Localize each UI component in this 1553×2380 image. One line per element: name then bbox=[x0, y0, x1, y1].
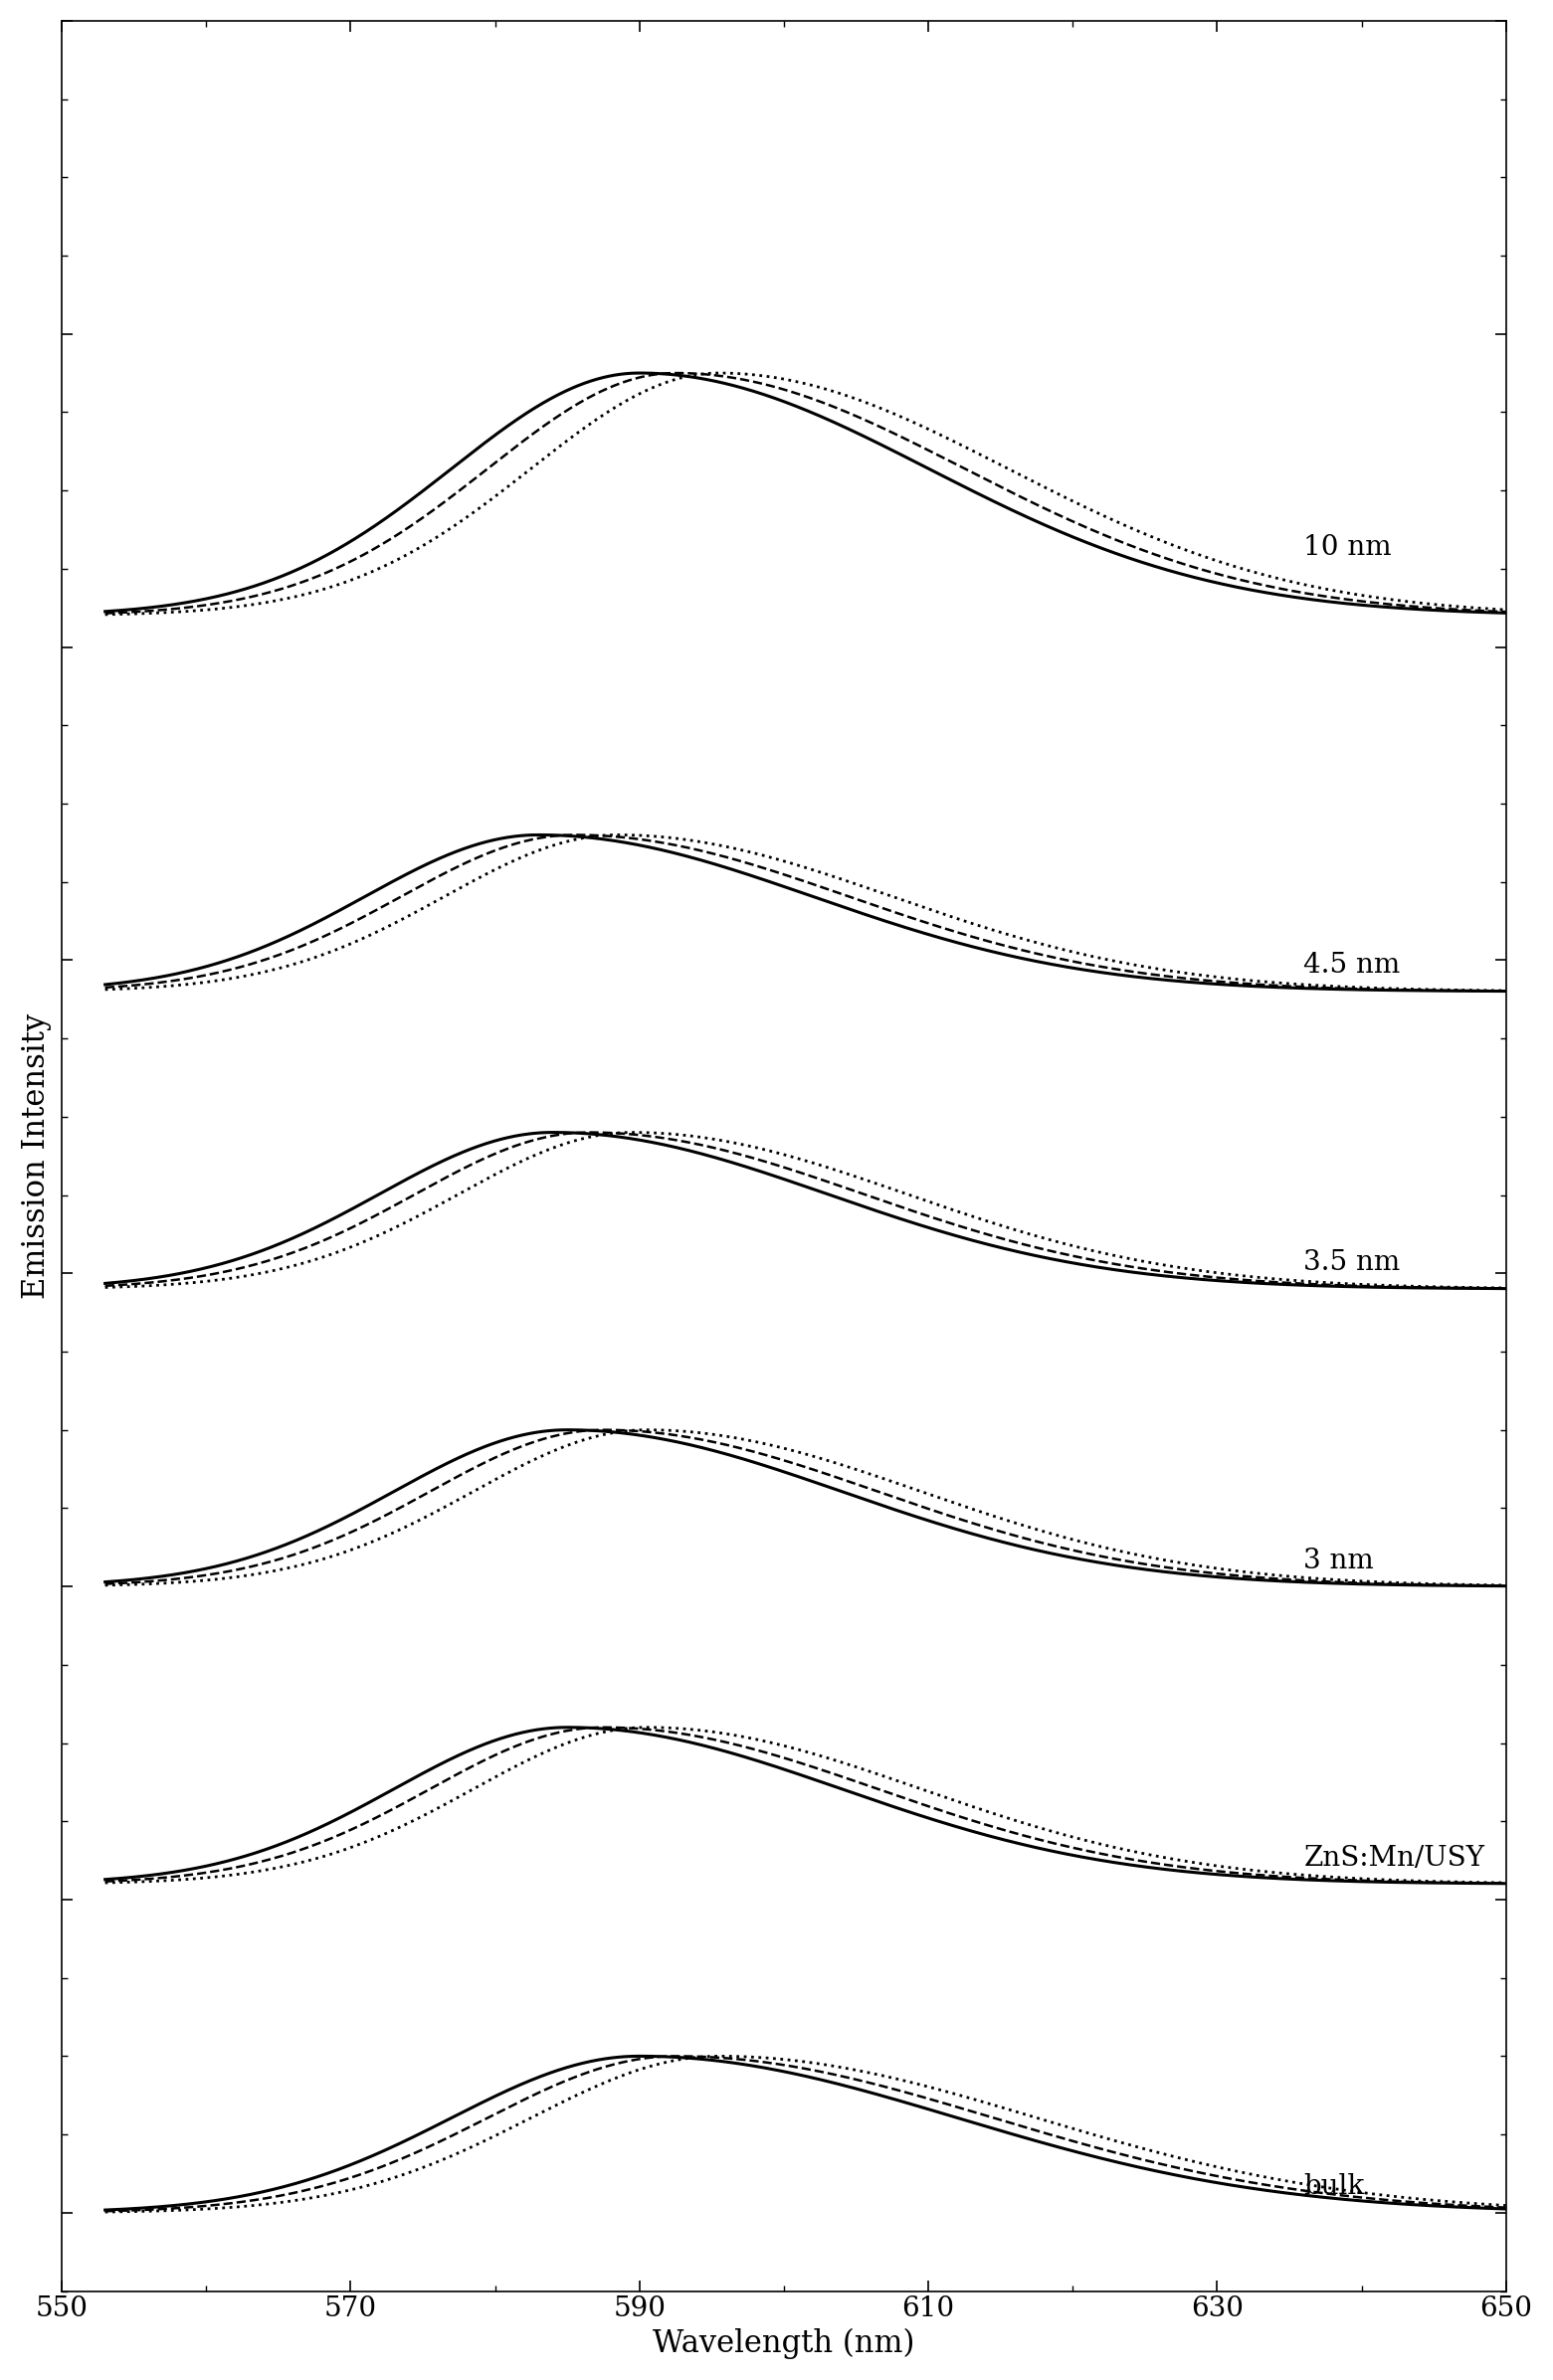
Y-axis label: Emission Intensity: Emission Intensity bbox=[20, 1014, 51, 1299]
Text: bulk: bulk bbox=[1303, 2173, 1365, 2199]
Text: 3 nm: 3 nm bbox=[1303, 1547, 1374, 1573]
X-axis label: Wavelength (nm): Wavelength (nm) bbox=[652, 2328, 915, 2359]
Text: 3.5 nm: 3.5 nm bbox=[1303, 1250, 1401, 1276]
Text: 10 nm: 10 nm bbox=[1303, 533, 1391, 562]
Text: 4.5 nm: 4.5 nm bbox=[1303, 952, 1401, 978]
Text: ZnS:Mn/USY: ZnS:Mn/USY bbox=[1303, 1844, 1485, 1871]
